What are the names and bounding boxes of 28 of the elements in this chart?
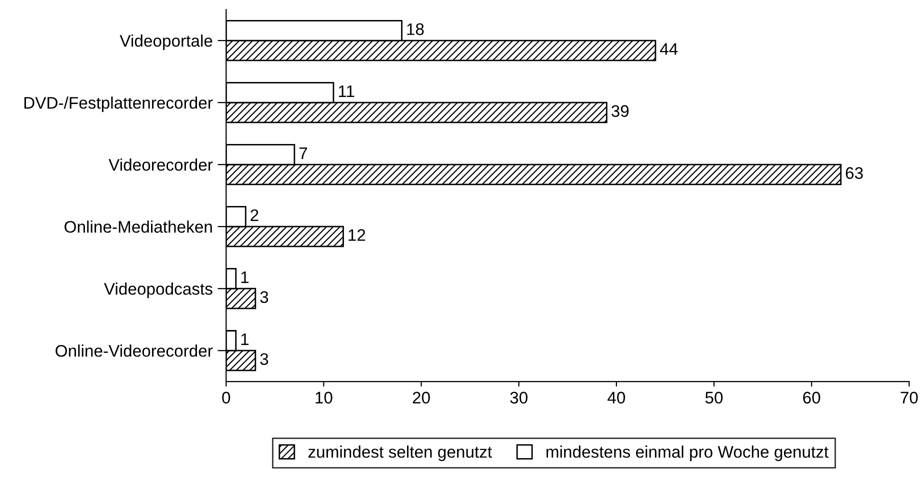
- x-tick-label: 50: [705, 392, 723, 404]
- data-label: 39: [611, 105, 629, 117]
- data-label: 3: [260, 291, 268, 303]
- y-tick-label: Videoportale: [120, 34, 212, 50]
- data-label: 12: [348, 229, 366, 241]
- x-tick-label: 60: [803, 392, 820, 404]
- x-tick-label: 20: [412, 392, 430, 404]
- data-label: 7: [299, 147, 308, 159]
- x-tick-label: 30: [510, 392, 528, 404]
- x-tick-label: 40: [608, 392, 626, 404]
- data-label: 1: [241, 334, 249, 345]
- x-tick-label: 70: [900, 392, 918, 404]
- data-label: 1: [241, 272, 249, 283]
- legend-label: mindestens einmal pro Woche genutzt: [546, 446, 828, 462]
- data-label: 18: [407, 23, 424, 36]
- x-tick-label: 10: [316, 392, 332, 404]
- y-tick-label: Online-Videorecorder: [56, 344, 213, 357]
- data-label: 3: [260, 353, 268, 365]
- y-tick-label: Online-Mediatheken: [64, 220, 212, 233]
- y-tick-label: Videopodcasts: [104, 282, 212, 298]
- x-tick-label: 0: [222, 392, 230, 404]
- legend-label: zumindest selten genutzt: [308, 446, 492, 462]
- data-label: 44: [660, 43, 678, 55]
- y-tick-label: Videorecorder: [108, 158, 213, 171]
- y-tick-label: DVD-/Festplattenrecorder: [24, 96, 213, 112]
- data-label: 63: [846, 167, 863, 179]
- data-label: 2: [250, 209, 258, 221]
- data-label: 11: [338, 85, 354, 97]
